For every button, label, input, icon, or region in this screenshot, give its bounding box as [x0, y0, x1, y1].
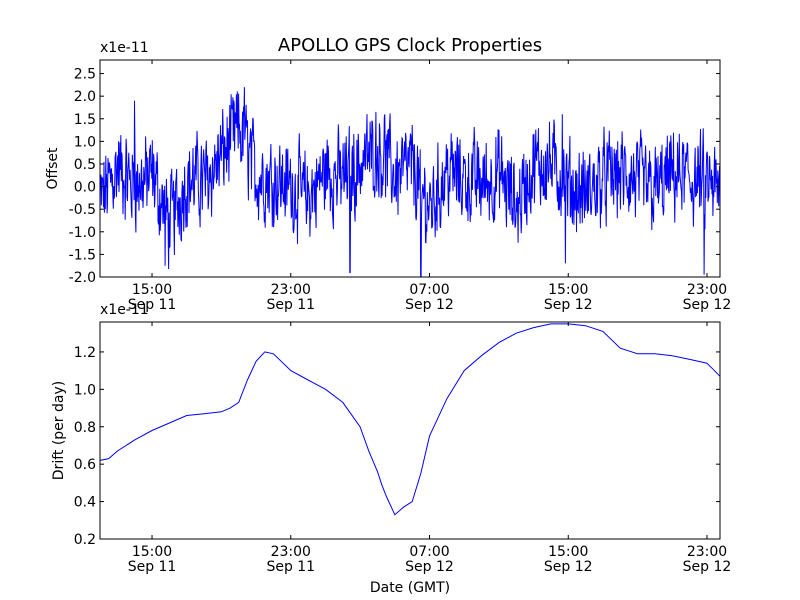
drift-plot-area [99, 321, 721, 540]
offset-y-tick-label: 2.0 [74, 89, 96, 105]
drift-axes-frame [99, 321, 721, 540]
drift-x-tick-time-label: 15:00 [132, 544, 172, 560]
drift-y-ticks: 0.2 0.4 0.6 0.8 1.0 1.2 [74, 345, 720, 548]
drift-x-tick-date-label: Sep 12 [405, 559, 454, 575]
drift-x-axis-label: Date (GMT) [370, 580, 450, 596]
drift-y-axis-label: Drift (per day) [51, 381, 67, 480]
figure-title: APOLLO GPS Clock Properties [278, 35, 542, 56]
offset-axes-frame [99, 59, 721, 278]
drift-y-tick-label: 1.2 [74, 345, 96, 361]
drift-x-tick-date-label: Sep 11 [128, 559, 177, 575]
offset-x-tick-date-label: Sep 12 [405, 297, 454, 313]
offset-x-tick-time-label: 15:00 [132, 282, 172, 298]
drift-y-tick-label: 0.4 [74, 495, 96, 511]
offset-series-line [99, 87, 721, 278]
offset-panel: -2.0 -1.5 -1.0 -0.5 0.0 0.5 1.0 1.5 2.0 2.5 15:00… [45, 40, 731, 313]
offset-x-tick-time-label: 23:00 [687, 282, 727, 298]
offset-y-tick-label: -1.0 [69, 225, 96, 241]
drift-x-tick-time-label: 23:00 [271, 544, 311, 560]
offset-y-tick-label: -0.5 [69, 202, 96, 218]
drift-y-tick-label: 0.2 [74, 532, 96, 548]
drift-x-tick-date-label: Sep 11 [266, 559, 315, 575]
offset-y-tick-label: 2.5 [74, 67, 96, 83]
drift-x-tick-date-label: Sep 12 [683, 559, 732, 575]
offset-x-tick-time-label: 15:00 [548, 282, 588, 298]
offset-x-tick-date-label: Sep 11 [266, 297, 315, 313]
offset-y-tick-label: 0.5 [74, 157, 96, 173]
offset-x-tick-date-label: Sep 11 [128, 297, 177, 313]
drift-y-tick-label: 0.8 [74, 420, 96, 436]
offset-y-tick-label: -2.0 [69, 270, 96, 286]
offset-x-tick-date-label: Sep 12 [544, 297, 593, 313]
offset-x-tick-time-label: 07:00 [409, 282, 449, 298]
drift-x-tick-time-label: 23:00 [687, 544, 727, 560]
offset-x-tick-time-label: 23:00 [271, 282, 311, 298]
offset-y-tick-label: -1.5 [69, 247, 96, 263]
drift-x-tick-time-label: 07:00 [409, 544, 449, 560]
offset-plot-area [99, 59, 721, 278]
drift-x-tick-time-label: 15:00 [548, 544, 588, 560]
offset-y-tick-label: 0.0 [74, 180, 96, 196]
drift-x-tick-date-label: Sep 12 [544, 559, 593, 575]
offset-y-multiplier: x1e-11 [100, 40, 149, 56]
offset-y-axis-label: Offset [45, 147, 61, 190]
drift-y-tick-label: 1.0 [74, 382, 96, 398]
drift-y-tick-label: 0.6 [74, 457, 96, 473]
drift-y-multiplier: x1e-11 [100, 302, 149, 318]
offset-y-tick-label: 1.0 [74, 134, 96, 150]
drift-series-line [99, 323, 721, 516]
offset-y-tick-label: 1.5 [74, 112, 96, 128]
offset-x-tick-date-label: Sep 12 [683, 297, 732, 313]
offset-y-ticks: -2.0 -1.5 -1.0 -0.5 0.0 0.5 1.0 1.5 2.0 2.5 [69, 67, 720, 286]
